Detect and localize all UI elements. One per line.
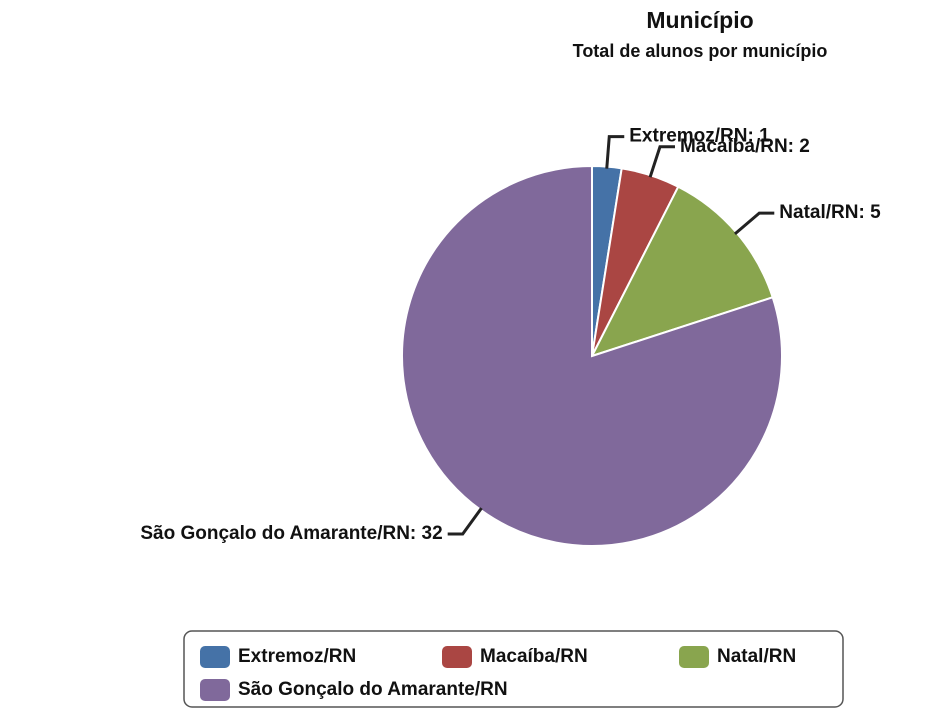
legend-swatch bbox=[679, 646, 709, 668]
legend-swatch bbox=[200, 646, 230, 668]
legend-box bbox=[183, 630, 844, 708]
leader-line bbox=[447, 507, 483, 536]
data-label: São Gonçalo do Amarante/RN: 32 bbox=[140, 523, 442, 544]
legend-label: Macaíba/RN bbox=[480, 646, 588, 667]
legend-label: Extremoz/RN bbox=[238, 646, 356, 667]
legend-swatch bbox=[442, 646, 472, 668]
chart-title: Município bbox=[646, 7, 753, 33]
data-label: Natal/RN: 5 bbox=[779, 202, 881, 223]
legend-label: Natal/RN bbox=[717, 646, 796, 667]
leader-line bbox=[605, 135, 625, 169]
legend-swatch bbox=[200, 679, 230, 701]
leader-line bbox=[733, 211, 775, 236]
data-label: Extremoz/RN: 1 bbox=[629, 126, 770, 147]
legend-label: São Gonçalo do Amarante/RN bbox=[238, 679, 508, 700]
data-label: Macaíba/RN: 2 bbox=[680, 136, 810, 157]
chart-subtitle: Total de alunos por município bbox=[573, 41, 828, 61]
leader-line bbox=[648, 145, 675, 178]
